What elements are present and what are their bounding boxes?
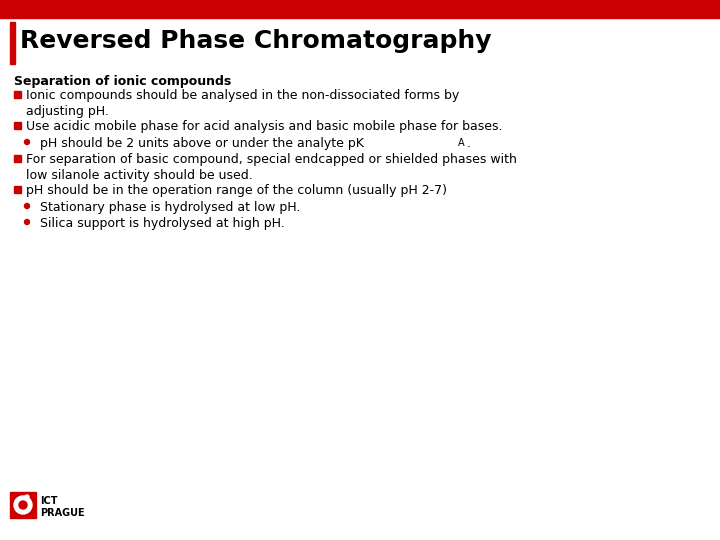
Text: pH should be 2 units above or under the analyte pK: pH should be 2 units above or under the … bbox=[40, 137, 364, 150]
Circle shape bbox=[24, 139, 30, 145]
Bar bbox=[14, 91, 21, 98]
Text: Reversed Phase Chromatography: Reversed Phase Chromatography bbox=[20, 29, 492, 53]
Bar bbox=[10, 22, 15, 64]
Text: ICT
PRAGUE: ICT PRAGUE bbox=[40, 496, 85, 518]
Bar bbox=[14, 155, 21, 162]
Text: Stationary phase is hydrolysed at low pH.: Stationary phase is hydrolysed at low pH… bbox=[40, 201, 300, 214]
Text: For separation of basic compound, special endcapped or shielded phases with
low : For separation of basic compound, specia… bbox=[26, 153, 517, 183]
Text: Separation of ionic compounds: Separation of ionic compounds bbox=[14, 75, 231, 88]
Text: Use acidic mobile phase for acid analysis and basic mobile phase for bases.: Use acidic mobile phase for acid analysi… bbox=[26, 120, 503, 133]
Text: A: A bbox=[458, 138, 464, 149]
Bar bbox=[0, 0, 720, 18]
Circle shape bbox=[19, 501, 27, 509]
Text: pH should be in the operation range of the column (usually pH 2-7): pH should be in the operation range of t… bbox=[26, 184, 447, 197]
Text: Silica support is hydrolysed at high pH.: Silica support is hydrolysed at high pH. bbox=[40, 217, 284, 230]
Text: .: . bbox=[467, 137, 470, 150]
Text: Ionic compounds should be analysed in the non-dissociated forms by
adjusting pH.: Ionic compounds should be analysed in th… bbox=[26, 89, 459, 118]
Bar bbox=[10, 492, 36, 518]
Circle shape bbox=[24, 219, 30, 225]
Circle shape bbox=[14, 496, 32, 514]
Bar bbox=[14, 122, 21, 129]
Circle shape bbox=[25, 495, 29, 499]
Bar bbox=[14, 186, 21, 193]
Circle shape bbox=[24, 204, 30, 208]
